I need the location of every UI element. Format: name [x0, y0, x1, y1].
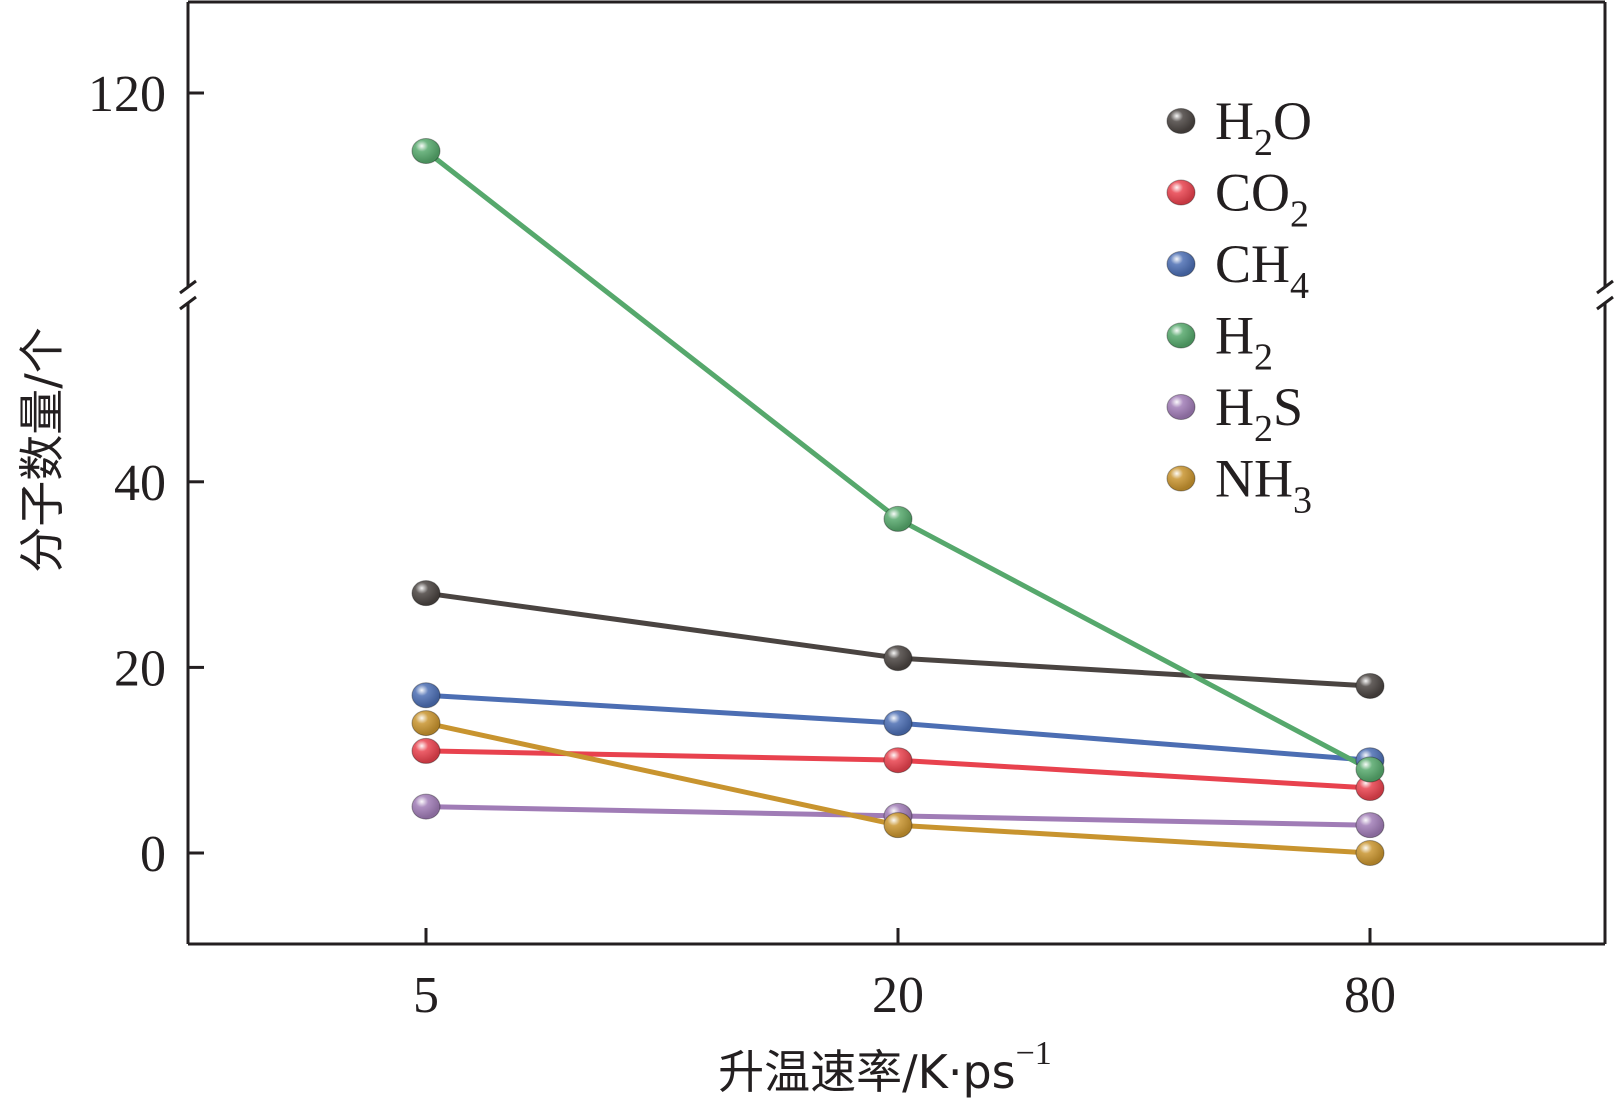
series-markers-H2: [411, 138, 1385, 783]
data-point-highlight: [412, 794, 440, 820]
data-point-highlight: [1356, 812, 1384, 838]
axis-break-mark: [1596, 279, 1614, 295]
legend-entry-H2O: H2O: [1166, 91, 1312, 164]
legend-label: H2S: [1215, 377, 1303, 450]
legend-marker-highlight: [1167, 108, 1195, 134]
axis-break-mark: [179, 295, 197, 311]
data-point-highlight: [1356, 840, 1384, 866]
series-layer: [411, 138, 1385, 866]
y-axis: 0 20 40 120: [88, 66, 204, 883]
data-point-highlight: [412, 580, 440, 606]
data-point-highlight: [1356, 673, 1384, 699]
legend-entry-CO2: CO2: [1166, 163, 1309, 236]
data-point-highlight: [884, 747, 912, 773]
legend-label: NH3: [1215, 449, 1312, 522]
legend-label: CH4: [1215, 234, 1309, 307]
y-tick-label: 120: [88, 66, 166, 123]
x-axis-title: 升温速率/K·ps−1: [718, 1035, 1052, 1099]
legend-label: H2: [1215, 306, 1273, 379]
legend-label: CO2: [1215, 163, 1309, 236]
legend-marker-highlight: [1167, 251, 1195, 277]
axis-break-mark: [179, 279, 197, 295]
data-point-highlight: [1356, 756, 1384, 782]
y-axis-title: 分子数量/个: [15, 327, 69, 573]
y-tick-label: 40: [114, 455, 166, 512]
legend-entry-H2S: H2S: [1166, 377, 1303, 450]
data-point-highlight: [884, 506, 912, 532]
x-axis-title-superscript: −1: [1016, 1035, 1052, 1072]
series-line: [425, 590, 1371, 689]
x-axis-title-text: 升温速率/K·ps: [718, 1045, 1015, 1099]
legend-marker-highlight: [1167, 323, 1195, 348]
y-tick-label: 20: [114, 640, 166, 697]
legend-entry-CH4: CH4: [1166, 234, 1309, 307]
data-point-highlight: [412, 710, 440, 736]
data-point-highlight: [884, 710, 912, 736]
x-tick-label: 5: [413, 967, 439, 1024]
axis-break-mark: [1596, 295, 1614, 311]
data-point-highlight: [884, 812, 912, 838]
series-markers-NH3: [411, 710, 1385, 866]
data-point-highlight: [412, 738, 440, 764]
data-point-highlight: [412, 138, 440, 164]
x-tick-label: 20: [872, 967, 924, 1024]
legend-marker-highlight: [1167, 180, 1195, 205]
data-point-highlight: [412, 682, 440, 708]
legend-marker-highlight: [1167, 466, 1195, 491]
plot-frame: [179, 0, 1614, 946]
series-markers-H2O: [411, 580, 1385, 699]
legend-entry-NH3: NH3: [1166, 449, 1312, 522]
legend-label: H2O: [1215, 91, 1312, 164]
data-point-highlight: [1356, 775, 1384, 801]
legend-entry-H2: H2: [1166, 306, 1273, 379]
data-point-highlight: [884, 645, 912, 671]
legend-marker-highlight: [1167, 394, 1195, 420]
series-markers-H2S: [411, 793, 1385, 839]
series-markers-CO2: [411, 737, 1385, 802]
x-tick-label: 80: [1344, 967, 1396, 1024]
x-axis: 5 20 80: [413, 928, 1396, 1024]
series-H2O: [425, 590, 1371, 689]
y-tick-label: 0: [140, 826, 166, 883]
